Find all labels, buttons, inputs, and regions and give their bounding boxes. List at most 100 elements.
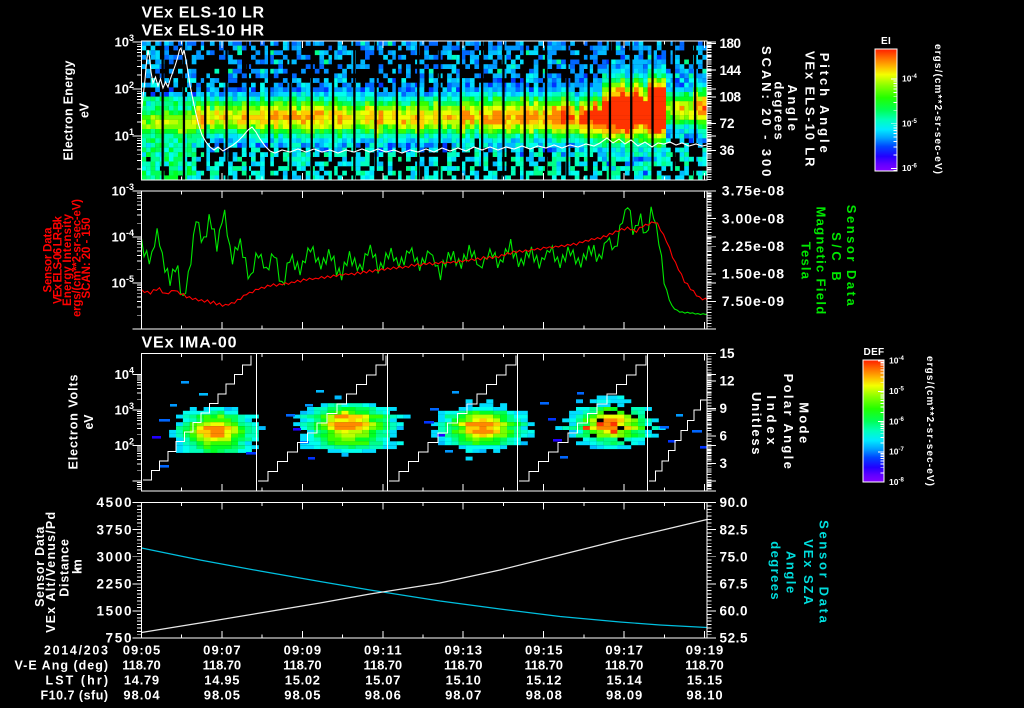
svg-text:09:05: 09:05 [123,642,161,657]
svg-text:Sensor Data: Sensor Data [33,526,47,607]
svg-text:2.25e-08: 2.25e-08 [722,238,785,254]
svg-text:98.10: 98.10 [686,687,722,702]
svg-text:118.70: 118.70 [203,657,242,672]
svg-text:98.09: 98.09 [606,687,642,702]
svg-text:9: 9 [720,401,728,416]
svg-text:118.70: 118.70 [605,657,644,672]
svg-text:09:09: 09:09 [284,642,322,657]
svg-text:98.04: 98.04 [123,687,160,702]
svg-text:15: 15 [720,346,735,361]
svg-text:SCAN: 20 - 150: SCAN: 20 - 150 [81,218,93,299]
svg-text:degrees: degrees [768,541,783,599]
svg-text:2250: 2250 [97,577,132,592]
svg-text:10-8: 10-8 [889,477,904,487]
svg-text:98.06: 98.06 [365,687,401,702]
svg-text:Index: Index [764,395,779,445]
svg-text:km: km [71,559,85,574]
svg-text:10-7: 10-7 [889,447,904,457]
svg-text:VEx Alt/Venus/Pd: VEx Alt/Venus/Pd [44,512,58,633]
svg-text:degrees: degrees [772,82,787,140]
svg-text:VEx IMA-00: VEx IMA-00 [142,335,237,352]
svg-text:10-4: 10-4 [902,74,917,84]
svg-text:98.05: 98.05 [284,687,320,702]
svg-text:118.70: 118.70 [364,657,403,672]
svg-text:Energy Intensity: Energy Intensity [62,213,74,306]
svg-text:4500: 4500 [97,495,132,510]
svg-text:12: 12 [720,374,735,389]
svg-text:09:11: 09:11 [364,642,402,657]
svg-text:eV: eV [82,414,96,430]
svg-text:98.07: 98.07 [445,687,481,702]
svg-text:118.70: 118.70 [444,657,483,672]
svg-text:118.70: 118.70 [283,657,322,672]
svg-text:Angle: Angle [784,551,799,593]
svg-text:14.79: 14.79 [124,672,159,687]
svg-text:Electron Volts: Electron Volts [66,374,80,469]
svg-text:98.08: 98.08 [526,687,562,702]
svg-text:VEx SZA: VEx SZA [801,539,816,605]
svg-text:15.10: 15.10 [446,672,481,687]
svg-text:118.70: 118.70 [122,657,161,672]
svg-text:Tesla: Tesla [798,242,813,280]
svg-text:6: 6 [720,429,728,444]
svg-text:10-5: 10-5 [902,118,917,128]
svg-text:09:13: 09:13 [444,642,482,657]
svg-text:Electron Energy: Electron Energy [61,60,75,160]
svg-text:09:17: 09:17 [605,642,643,657]
svg-text:118.70: 118.70 [524,657,563,672]
svg-text:72: 72 [720,116,735,131]
svg-text:118.70: 118.70 [685,657,724,672]
svg-text:Sensor Data: Sensor Data [816,520,831,624]
svg-text:144: 144 [720,63,742,78]
svg-text:3.00e-08: 3.00e-08 [722,210,785,226]
svg-text:VEx ELS-10 LR: VEx ELS-10 LR [142,5,265,22]
svg-text:DEF: DEF [864,347,885,358]
svg-text:ergs/(cm**2-sr-sec-eV): ergs/(cm**2-sr-sec-eV) [71,199,83,317]
svg-text:15.02: 15.02 [285,672,320,687]
svg-text:Sensor Data: Sensor Data [43,227,55,293]
svg-text:10-4: 10-4 [889,356,904,366]
svg-text:3: 3 [720,456,728,471]
svg-text:75.0: 75.0 [720,549,748,564]
svg-text:2014/203: 2014/203 [44,643,108,657]
svg-text:15.12: 15.12 [526,672,561,687]
svg-text:Unitless: Unitless [749,392,764,455]
svg-text:15.15: 15.15 [687,672,722,687]
svg-text:36: 36 [720,143,735,158]
svg-text:LST (hr): LST (hr) [46,673,109,687]
svg-text:98.05: 98.05 [204,687,240,702]
svg-text:Magnetic Field: Magnetic Field [814,207,829,315]
svg-text:Sensor Data: Sensor Data [844,205,859,307]
svg-text:180: 180 [720,36,742,51]
svg-text:108: 108 [720,90,742,105]
svg-text:750: 750 [106,631,132,646]
svg-text:09:07: 09:07 [203,642,241,657]
svg-text:EI: EI [881,36,891,47]
svg-text:90.0: 90.0 [720,495,748,510]
svg-text:10-6: 10-6 [889,416,904,426]
svg-text:14.95: 14.95 [204,672,239,687]
svg-text:09:19: 09:19 [686,642,724,657]
svg-text:82.5: 82.5 [720,522,748,537]
svg-text:1.50e-08: 1.50e-08 [722,266,785,282]
svg-text:Distance: Distance [58,539,72,597]
svg-text:F10.7 (sfu): F10.7 (sfu) [41,688,109,702]
svg-text:3750: 3750 [97,522,132,537]
svg-text:S/C B: S/C B [829,232,844,281]
svg-text:Angle: Angle [785,85,800,131]
svg-text:VEx ELS-06 LR-Bk: VEx ELS-06 LR-Bk [52,215,64,304]
svg-text:15.14: 15.14 [607,672,643,687]
svg-text:60.0: 60.0 [720,604,748,619]
svg-text:10-5: 10-5 [889,386,904,396]
svg-text:VEx ELS-10 LR: VEx ELS-10 LR [802,51,817,167]
svg-text:1500: 1500 [97,604,132,619]
svg-text:52.5: 52.5 [720,631,748,646]
svg-text:3000: 3000 [97,549,132,564]
svg-text:10-6: 10-6 [902,163,917,173]
svg-text:3.75e-08: 3.75e-08 [722,183,785,199]
svg-text:09:15: 09:15 [525,642,563,657]
svg-text:SCAN: 20 - 300: SCAN: 20 - 300 [759,46,774,176]
svg-text:7.50e-09: 7.50e-09 [722,293,785,309]
svg-text:eV: eV [77,102,91,118]
svg-text:ergs/(cm**2-sr-sec-eV): ergs/(cm**2-sr-sec-eV) [924,356,935,486]
